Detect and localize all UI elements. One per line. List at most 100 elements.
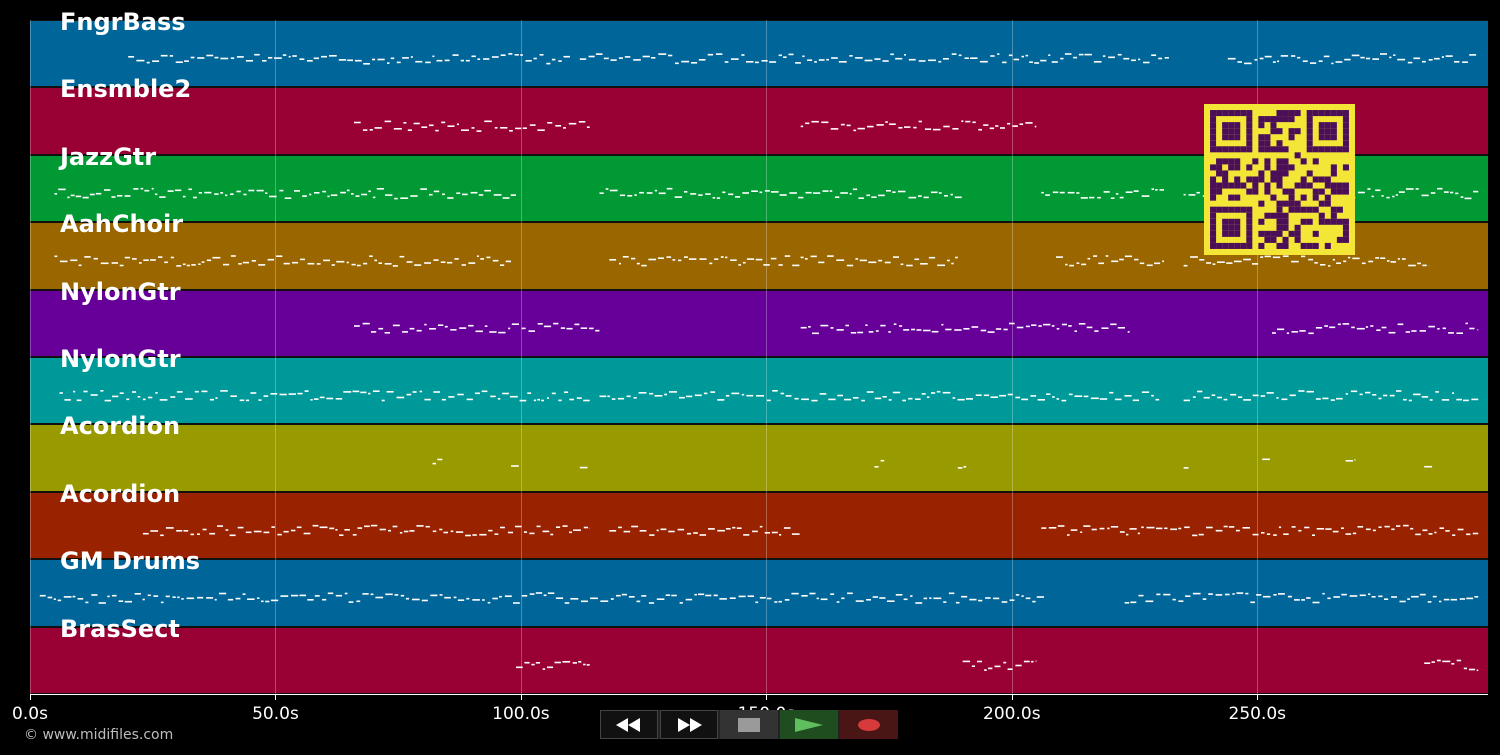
note-event <box>989 127 995 130</box>
note-event <box>694 593 697 596</box>
note-event <box>214 193 219 195</box>
note-event <box>1162 260 1164 263</box>
fast-forward-button[interactable] <box>660 710 718 739</box>
note-event <box>421 126 428 128</box>
note-event <box>866 391 874 393</box>
note-event <box>1350 390 1358 393</box>
note-event <box>313 57 319 60</box>
note-event <box>699 258 707 260</box>
note-event <box>895 594 903 596</box>
note-event <box>866 599 871 601</box>
note-event <box>319 526 328 529</box>
note-event <box>542 668 546 670</box>
note-event <box>687 532 692 535</box>
note-event <box>432 55 435 58</box>
note-event <box>1343 260 1347 263</box>
note-event <box>857 127 865 130</box>
time-axis-line <box>30 694 1488 695</box>
stop-button[interactable] <box>720 710 778 739</box>
note-event <box>1076 192 1080 194</box>
note-event <box>1456 659 1462 662</box>
note-event <box>1441 56 1444 58</box>
note-event <box>184 60 189 62</box>
note-event <box>893 323 897 325</box>
note-event <box>1357 191 1365 194</box>
note-event <box>1345 393 1348 395</box>
note-event <box>236 56 244 58</box>
note-event <box>472 534 477 536</box>
note-event <box>262 60 267 62</box>
note-event <box>849 193 852 195</box>
note-event <box>1459 598 1466 600</box>
track-lane <box>30 357 1488 425</box>
note-event <box>1375 257 1380 259</box>
note-event <box>338 59 347 61</box>
note-event <box>771 531 778 534</box>
note-event <box>258 264 266 266</box>
note-event <box>1473 190 1479 193</box>
record-button[interactable] <box>840 710 898 739</box>
note-event <box>484 325 488 327</box>
note-event <box>509 130 513 132</box>
note-event <box>461 264 466 266</box>
note-event <box>1287 595 1292 598</box>
note-event <box>364 525 370 528</box>
note-event <box>900 263 904 266</box>
note-event <box>633 397 637 399</box>
note-event <box>864 59 873 62</box>
note-event <box>1306 390 1314 393</box>
note-event <box>230 57 235 59</box>
note-event <box>505 260 511 263</box>
note-event <box>743 534 750 536</box>
note-event <box>1365 326 1369 328</box>
note-event <box>1351 326 1355 329</box>
note-event <box>93 257 98 260</box>
note-event <box>804 258 808 260</box>
note-event <box>1357 526 1364 528</box>
note-event <box>1347 256 1351 259</box>
note-event <box>1388 331 1396 334</box>
note-event <box>535 592 543 594</box>
note-event <box>409 327 415 330</box>
note-event <box>436 59 443 62</box>
note-event <box>1323 55 1330 58</box>
note-event <box>1183 264 1188 267</box>
note-event <box>840 123 845 126</box>
play-button[interactable] <box>780 710 838 739</box>
track-lane <box>30 626 1488 694</box>
note-event <box>838 61 847 63</box>
note-event <box>1057 525 1065 527</box>
note-event <box>1424 662 1431 664</box>
note-event <box>566 327 573 330</box>
note-event <box>633 59 641 61</box>
note-event <box>1046 393 1051 395</box>
note-event <box>741 393 745 396</box>
note-event <box>1442 327 1446 330</box>
note-event <box>951 262 954 265</box>
note-event <box>1329 326 1336 329</box>
note-event <box>595 329 600 332</box>
note-event <box>396 61 401 64</box>
note-event <box>386 391 394 393</box>
note-event <box>1139 262 1145 265</box>
note-event <box>600 600 609 602</box>
note-event <box>926 396 930 398</box>
note-event <box>63 596 72 598</box>
note-event <box>1146 264 1153 267</box>
note-event <box>1090 397 1099 400</box>
note-event <box>433 391 440 393</box>
note-event <box>921 393 926 395</box>
note-event <box>523 531 527 533</box>
note-event <box>493 194 502 196</box>
note-event <box>1073 56 1077 59</box>
note-event <box>217 525 223 527</box>
note-event <box>879 597 886 599</box>
note-event <box>583 663 586 666</box>
note-event <box>684 191 688 193</box>
note-event <box>759 191 763 194</box>
note-event <box>1448 332 1454 334</box>
note-event <box>551 392 556 395</box>
track-lane <box>30 289 1488 357</box>
note-event <box>500 54 506 56</box>
rewind-button[interactable] <box>600 710 658 739</box>
